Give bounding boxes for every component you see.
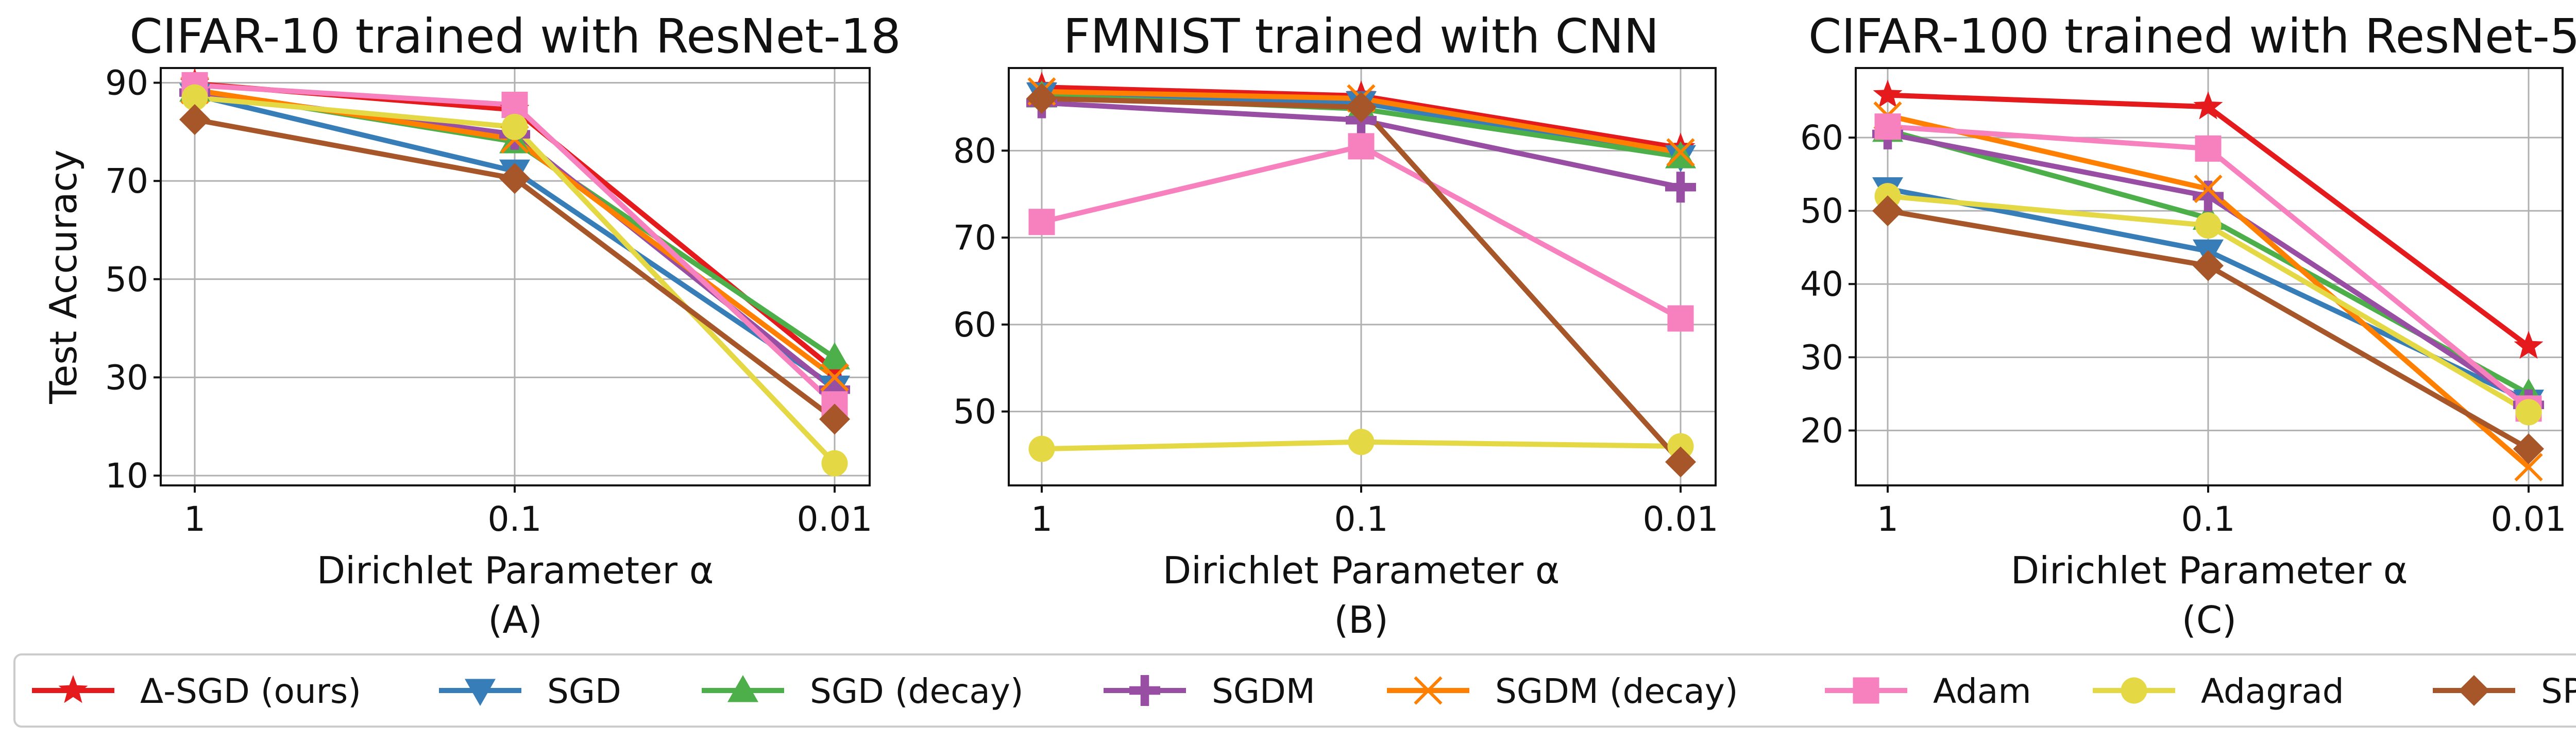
y-axis-label: Test Accuracy	[42, 149, 85, 404]
legend-item: SGDM	[1104, 671, 1315, 711]
data-point	[2195, 135, 2222, 162]
x-axis-label: Dirichlet Parameter α	[2011, 549, 2408, 592]
data-point	[2514, 452, 2543, 482]
legend-label: SGDM	[1212, 671, 1315, 711]
panel-caption: (C)	[2182, 598, 2236, 642]
data-point	[2514, 331, 2544, 359]
x-tick-label: 1	[1031, 499, 1053, 539]
legend-label: Adam	[1933, 671, 2031, 711]
x-tick-label: 1	[1877, 499, 1899, 539]
x-axis-label: Dirichlet Parameter α	[1163, 549, 1560, 592]
data-point	[499, 163, 530, 194]
x-tick-label: 0.1	[1334, 499, 1388, 539]
y-tick-label: 90	[105, 63, 148, 103]
legend-marker	[1414, 676, 1443, 705]
panel-title: CIFAR-10 trained with ResNet-18	[129, 9, 901, 64]
data-point	[2513, 433, 2544, 464]
y-tick-label: 30	[1800, 338, 1843, 377]
data-point	[1665, 446, 1696, 478]
data-point	[2193, 91, 2223, 120]
data-point	[1873, 79, 1903, 108]
data-point	[1346, 91, 1377, 123]
legend-label: SPS	[2541, 671, 2576, 711]
legend-item: SPS	[2433, 671, 2576, 711]
panel-b: 50 60 70 80 1 0.1 0.01 FMNIST trained with CNN D…	[953, 9, 1718, 642]
legend-item: SGD (decay)	[702, 671, 1024, 711]
legend-label: SGD	[547, 671, 621, 711]
legend-label: SGDM (decay)	[1495, 671, 1738, 711]
data-point	[819, 403, 850, 435]
data-point	[820, 363, 849, 392]
panel-a: 10 30 50 70 90 1 0.1 0.01 CIFAR-10 trained with …	[42, 9, 901, 642]
y-tick-label: 60	[1800, 118, 1843, 158]
legend-marker	[465, 679, 496, 706]
legend-label: Δ-SGD (ours)	[140, 671, 361, 711]
data-point	[1667, 433, 1694, 460]
data-point	[1028, 209, 1055, 235]
data-point	[1665, 172, 1696, 203]
data-point	[2194, 174, 2223, 204]
legend-label: Adagrad	[2201, 671, 2344, 711]
data-point	[1348, 429, 1375, 456]
y-tick-label: 50	[953, 392, 996, 432]
data-point	[1874, 113, 1901, 140]
legend-box	[13, 653, 2576, 728]
data-point	[1026, 83, 1057, 114]
legend-marker	[2459, 675, 2489, 706]
data-point	[1028, 435, 1055, 462]
legend-item: Adam	[1825, 671, 2031, 711]
legend-marker	[1853, 677, 1879, 704]
legend-marker	[1129, 675, 1160, 706]
y-tick-label: 50	[105, 260, 148, 299]
panel-caption: (A)	[488, 598, 542, 642]
data-point	[1666, 138, 1695, 167]
y-tick-label: 50	[1800, 191, 1843, 231]
data-point	[501, 113, 528, 140]
y-tick-label: 40	[1800, 264, 1843, 304]
legend-item: Δ-SGD (ours)	[32, 671, 361, 711]
legend-marker	[58, 675, 88, 703]
data-point	[501, 91, 528, 118]
legend-marker	[2121, 677, 2147, 704]
data-point	[181, 84, 208, 111]
x-tick-label: 1	[184, 499, 206, 539]
data-point	[179, 104, 210, 136]
data-point	[2195, 212, 2222, 239]
x-tick-label: 0.1	[2181, 499, 2235, 539]
legend-item: SGD	[439, 671, 621, 711]
y-tick-label: 20	[1800, 411, 1843, 450]
x-tick-label: 0.01	[797, 499, 873, 539]
legend-item: SGDM (decay)	[1387, 671, 1738, 711]
y-tick-label: 60	[953, 305, 996, 345]
panel-caption: (B)	[1334, 598, 1388, 642]
data-point	[1348, 133, 1375, 160]
x-tick-label: 0.1	[488, 499, 542, 539]
y-tick-label: 30	[105, 358, 148, 397]
data-point	[819, 342, 850, 369]
data-point	[1667, 305, 1694, 332]
x-axis-label: Dirichlet Parameter α	[317, 549, 714, 592]
y-tick-label: 80	[953, 131, 996, 171]
legend-label: SGD (decay)	[810, 671, 1024, 711]
data-point	[1872, 195, 1903, 227]
legend-item: Adagrad	[2093, 671, 2344, 711]
y-tick-label: 70	[105, 161, 148, 201]
panel-title: FMNIST trained with CNN	[1063, 9, 1659, 64]
y-tick-label: 70	[953, 218, 996, 258]
y-tick-label: 10	[105, 456, 148, 496]
panel-c: 20 30 40 50 60 1 0.1 0.01 CIFAR-100 trained with…	[1800, 9, 2576, 642]
x-tick-label: 0.01	[1643, 499, 1719, 539]
data-point	[821, 450, 848, 477]
legend-marker	[727, 675, 758, 702]
data-point	[2515, 399, 2542, 426]
legend: Δ-SGD (ours) SGD SGD (decay) SGDM SGDM (deca…	[13, 653, 2576, 728]
panel-title: CIFAR-100 trained with ResNet-50	[1808, 9, 2576, 64]
data-point	[2193, 250, 2224, 281]
x-tick-label: 0.01	[2491, 499, 2567, 539]
